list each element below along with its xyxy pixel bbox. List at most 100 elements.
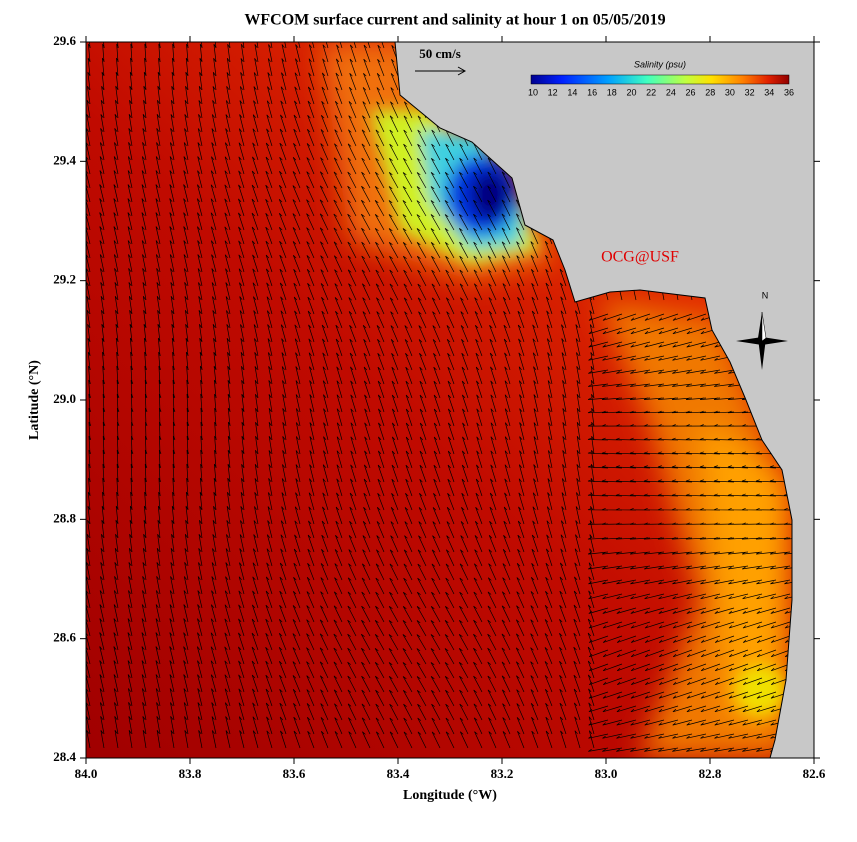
vector xyxy=(516,675,525,693)
vector xyxy=(99,702,105,721)
vector xyxy=(128,702,133,721)
vector xyxy=(225,282,231,301)
vector xyxy=(559,647,567,665)
vector xyxy=(143,100,147,119)
vector xyxy=(459,717,469,735)
vector xyxy=(616,593,637,600)
vector xyxy=(254,506,259,525)
vector xyxy=(155,212,161,231)
vector xyxy=(128,590,133,609)
vector xyxy=(374,648,385,665)
vector xyxy=(658,719,679,726)
vector xyxy=(347,255,357,273)
vector xyxy=(280,100,287,119)
vector xyxy=(306,227,315,245)
vector xyxy=(630,565,651,570)
vector xyxy=(490,394,497,413)
vector xyxy=(487,647,497,665)
vector xyxy=(587,465,609,469)
vector xyxy=(362,535,371,553)
vector xyxy=(390,87,399,105)
vector xyxy=(741,507,763,511)
vector xyxy=(295,492,301,511)
vector xyxy=(560,548,567,567)
vector xyxy=(402,172,413,189)
vector xyxy=(115,323,119,343)
vector xyxy=(714,635,735,643)
vector xyxy=(171,71,175,91)
vector xyxy=(101,337,105,357)
vector xyxy=(488,731,497,749)
vector xyxy=(587,646,595,665)
vector xyxy=(224,184,231,203)
vector xyxy=(238,156,245,175)
vector xyxy=(473,591,483,609)
vector xyxy=(334,101,343,119)
x-tick-label: 83.2 xyxy=(491,766,514,781)
vector xyxy=(144,43,147,63)
vector xyxy=(714,383,735,387)
vector xyxy=(560,730,567,749)
vector xyxy=(713,522,735,525)
vector xyxy=(700,705,721,713)
vector xyxy=(183,688,189,707)
vector xyxy=(602,593,623,600)
vector xyxy=(490,380,497,399)
vector xyxy=(402,158,413,175)
vector xyxy=(183,198,189,217)
vector xyxy=(616,565,637,570)
vector xyxy=(225,114,231,133)
vector xyxy=(211,114,217,133)
y-tick-label: 28.8 xyxy=(53,510,76,525)
vector xyxy=(755,507,777,511)
vector xyxy=(416,620,427,637)
vector xyxy=(458,171,469,189)
vector xyxy=(266,128,273,147)
vector xyxy=(183,632,189,651)
vector xyxy=(102,435,106,455)
vector xyxy=(728,677,749,686)
vector xyxy=(430,214,441,231)
vector xyxy=(714,705,735,713)
vector xyxy=(323,422,329,441)
vector xyxy=(86,660,91,679)
vector xyxy=(601,551,623,555)
vector xyxy=(333,605,343,623)
vector xyxy=(306,185,315,203)
vector xyxy=(114,730,119,749)
vector xyxy=(588,604,595,623)
vector xyxy=(99,674,105,693)
vector xyxy=(741,451,763,455)
vector xyxy=(350,450,357,469)
vector xyxy=(756,579,777,585)
vector xyxy=(769,479,791,483)
vector xyxy=(588,369,609,374)
vector xyxy=(616,313,637,321)
vector xyxy=(616,355,637,361)
vector xyxy=(432,311,441,329)
vector xyxy=(756,677,777,686)
vector xyxy=(560,534,567,553)
vector xyxy=(388,172,399,189)
vector xyxy=(417,297,427,315)
vector xyxy=(461,450,469,469)
vector xyxy=(363,380,371,399)
vector xyxy=(213,365,217,385)
vector xyxy=(672,579,693,585)
vector xyxy=(347,227,357,245)
vector xyxy=(615,465,637,469)
vector xyxy=(349,506,357,525)
vector xyxy=(419,408,427,427)
vector xyxy=(100,100,105,119)
vector xyxy=(211,576,217,595)
colorbar xyxy=(530,74,790,85)
vector xyxy=(576,366,581,385)
y-tick-label: 29.6 xyxy=(53,33,76,48)
vector xyxy=(183,156,189,175)
vector xyxy=(419,353,427,371)
vector xyxy=(364,408,371,427)
vector xyxy=(445,157,455,175)
vector xyxy=(432,521,441,539)
vector xyxy=(375,283,385,301)
vector xyxy=(518,366,525,385)
